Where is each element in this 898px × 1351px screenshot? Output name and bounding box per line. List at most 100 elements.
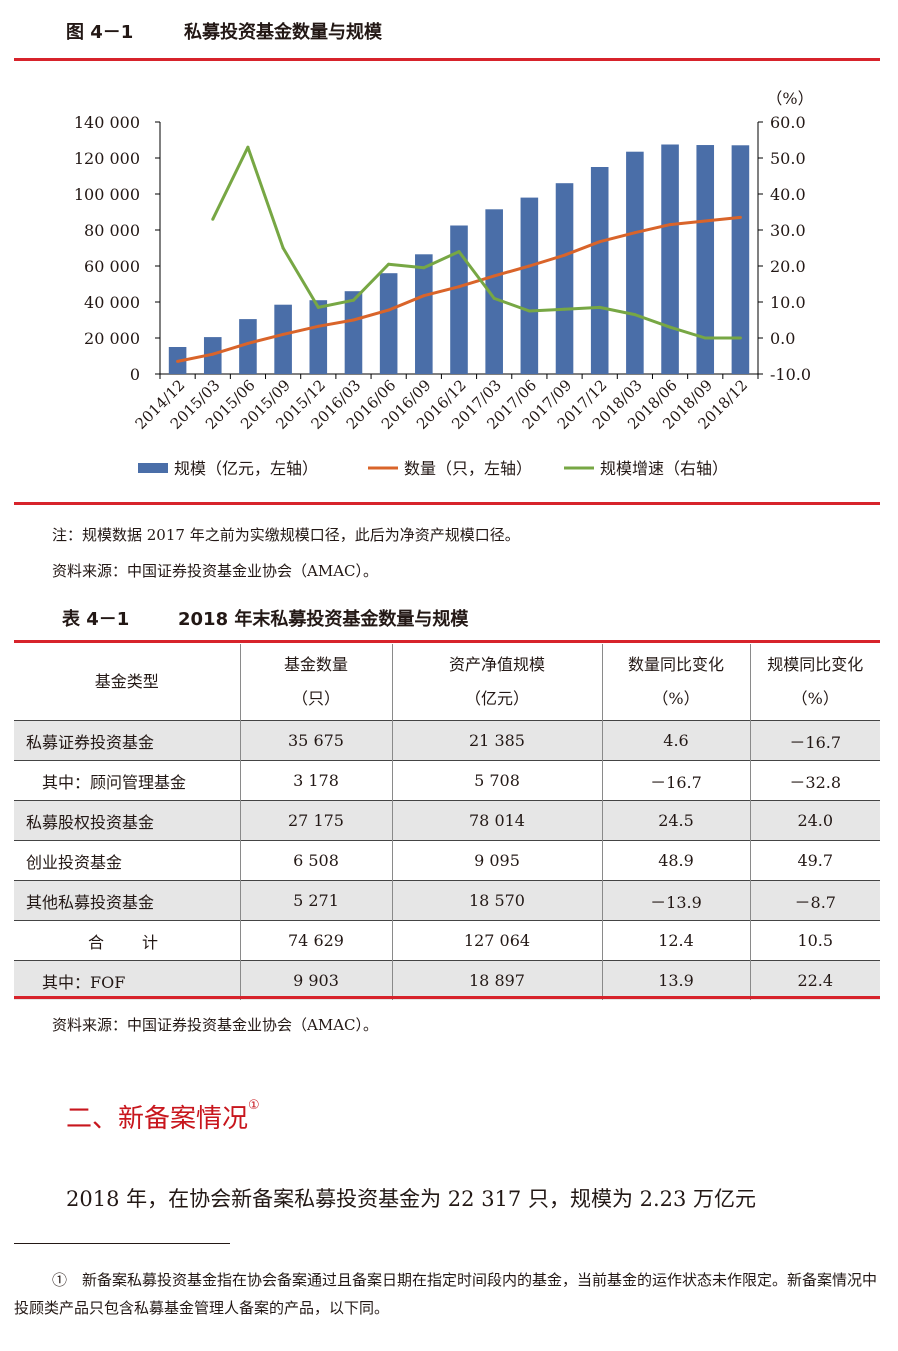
chart-lines <box>176 145 742 363</box>
point-scale-growth <box>563 307 567 311</box>
footnote-mark: ① <box>248 1098 260 1113</box>
point-scale-growth <box>738 336 742 340</box>
left-tick-label: 0 <box>130 365 140 384</box>
table-title: 表 4－1 2018 年末私募投资基金数量与规模 <box>62 605 468 631</box>
bar-scale <box>344 291 363 374</box>
bar-scale <box>661 144 679 374</box>
table-title-text: 2018 年末私募投资基金数量与规模 <box>178 609 469 630</box>
bar-scale <box>485 209 503 374</box>
header-scale-yoy: 规模同比变化 （%） <box>749 644 880 721</box>
point-scale-growth <box>492 296 496 300</box>
footnote: ① 新备案私募投资基金指在协会备案通过且备案日期在指定时间段内的基金，当前基金的… <box>14 1271 878 1317</box>
bar-scale <box>309 300 328 374</box>
chart-legend: 规模（亿元，左轴） 数量（只，左轴） 规模增速（右轴） <box>138 459 728 478</box>
table-row: 其他私募投资基金 5 271 18 570 －13.9 －8.7 <box>14 880 880 921</box>
right-tick-label: 50.0 <box>770 149 806 168</box>
point-count <box>738 215 742 219</box>
point-scale-growth <box>351 298 355 302</box>
legend-label: 规模增速（右轴） <box>600 459 728 478</box>
right-tick-label: 30.0 <box>770 221 806 240</box>
bar-scale <box>590 167 609 374</box>
left-tick-label: 100 000 <box>74 185 140 204</box>
table-top-rule <box>14 640 880 643</box>
right-tick-label: 40.0 <box>770 185 806 204</box>
bar-scale <box>696 145 715 374</box>
point-scale-growth <box>387 262 391 266</box>
left-tick-label: 80 000 <box>84 221 140 240</box>
point-count <box>633 231 637 235</box>
point-scale-growth <box>316 305 320 309</box>
right-tick-label: 60.0 <box>770 113 806 132</box>
table-row-total: 合 计 74 629 127 064 12.4 10.5 <box>14 920 880 961</box>
table-header-row: 基金类型 基金数量 （只） 资产净值规模 （亿元） 数量同比变化 （%） 规模同比变化… <box>14 644 880 721</box>
point-count <box>422 294 426 298</box>
header-count: 基金数量 （只） <box>239 644 392 721</box>
table-source: 资料来源：中国证券投资基金业协会（AMAC）。 <box>52 1016 379 1034</box>
table-row: 私募股权投资基金 27 175 78 014 24.5 24.0 <box>14 800 880 841</box>
point-count <box>387 308 391 312</box>
point-count <box>176 359 180 363</box>
right-tick-label: 20.0 <box>770 257 806 276</box>
point-scale-growth <box>633 313 637 317</box>
footnote-rule <box>14 1243 230 1244</box>
body-paragraph: 2018 年，在协会新备案私募投资基金为 22 317 只，规模为 2.23 万… <box>66 1187 757 1211</box>
figure-note: 注：规模数据 2017 年之前为实缴规模口径，此后为净资产规模口径。 <box>52 526 520 544</box>
point-count <box>527 264 531 268</box>
table-row: 其中：顾问管理基金 3 178 5 708 －16.7 －32.8 <box>14 760 880 801</box>
figure-number: 图 4－1 <box>66 22 134 43</box>
right-tick-label: -10.0 <box>770 365 811 384</box>
point-count <box>598 240 602 244</box>
table-row: 私募证券投资基金 35 675 21 385 4.6 －16.7 <box>14 720 880 761</box>
table-row: 其中：FOF 9 903 18 897 13.9 22.4 <box>14 960 880 1000</box>
point-scale-growth <box>598 305 602 309</box>
left-tick-label: 20 000 <box>84 329 140 348</box>
chart: 0 20 000 40 000 60 000 80 000 100 000 120 000 1… <box>74 89 814 478</box>
point-count <box>211 352 215 356</box>
legend-label: 规模（亿元，左轴） <box>174 459 318 478</box>
point-scale-growth <box>703 336 707 340</box>
figure-title-text: 私募投资基金数量与规模 <box>184 22 382 43</box>
point-count <box>457 285 461 289</box>
point-scale-growth <box>246 145 250 149</box>
figure-top-rule <box>14 58 880 61</box>
section-title: 二、新备案情况 <box>66 1104 249 1134</box>
right-tick-label: 0.0 <box>770 329 795 348</box>
header-fund-type: 基金类型 <box>94 672 159 691</box>
fund-table: 基金类型 基金数量 （只） 资产净值规模 （亿元） 数量同比变化 （%） 规模同比变化… <box>14 644 880 1000</box>
right-axis-unit: （%） <box>766 89 813 108</box>
point-scale-growth <box>281 246 285 250</box>
point-count <box>246 341 250 345</box>
bar-scale <box>239 319 257 374</box>
header-count-yoy: 数量同比变化 （%） <box>601 644 750 721</box>
header-nav: 资产净值规模 （亿元） <box>391 644 602 721</box>
point-scale-growth <box>527 309 531 313</box>
point-count <box>351 318 355 322</box>
figure-title: 图 4－1 私募投资基金数量与规模 <box>66 18 382 44</box>
legend-swatch-bar <box>138 463 168 473</box>
bar-scale <box>731 145 750 374</box>
legend-label: 数量（只，左轴） <box>404 459 532 478</box>
point-scale-growth <box>422 266 426 270</box>
point-count <box>563 253 567 257</box>
line-scale-growth <box>211 145 741 340</box>
point-count <box>703 219 707 223</box>
left-tick-label: 120 000 <box>74 149 140 168</box>
chart-bars <box>168 144 750 374</box>
bar-scale <box>274 304 292 374</box>
point-scale-growth <box>211 217 215 221</box>
figure-bottom-rule <box>14 502 880 505</box>
left-tick-label: 40 000 <box>84 293 140 312</box>
bar-scale <box>555 183 574 374</box>
bar-scale <box>520 197 539 374</box>
point-count <box>492 274 496 278</box>
table-bottom-rule <box>14 996 880 999</box>
bar-scale <box>415 254 433 374</box>
left-tick-label: 60 000 <box>84 257 140 276</box>
table-number: 表 4－1 <box>62 609 130 630</box>
section-heading: 二、新备案情况① <box>66 1098 260 1135</box>
right-tick-label: 10.0 <box>770 293 806 312</box>
point-count <box>281 332 285 336</box>
point-count <box>668 223 672 227</box>
point-count <box>316 324 320 328</box>
bar-scale <box>379 273 398 374</box>
